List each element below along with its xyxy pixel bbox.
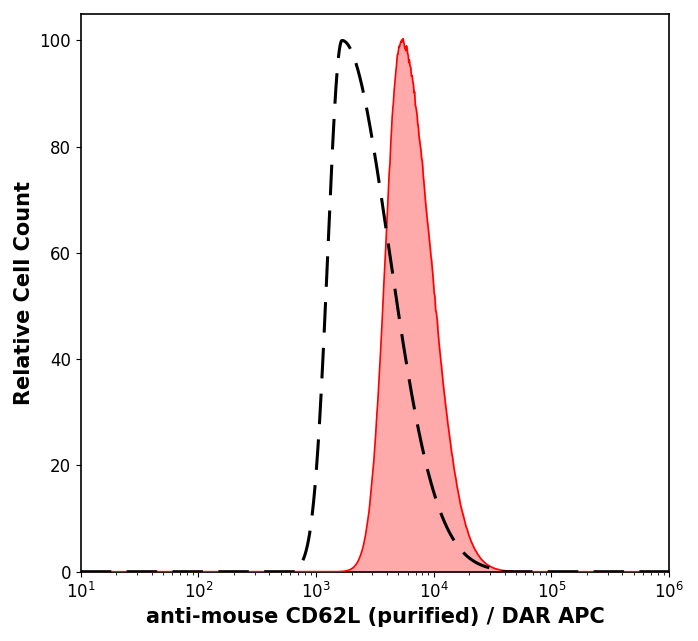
Y-axis label: Relative Cell Count: Relative Cell Count: [14, 181, 34, 405]
X-axis label: anti-mouse CD62L (purified) / DAR APC: anti-mouse CD62L (purified) / DAR APC: [146, 607, 604, 627]
